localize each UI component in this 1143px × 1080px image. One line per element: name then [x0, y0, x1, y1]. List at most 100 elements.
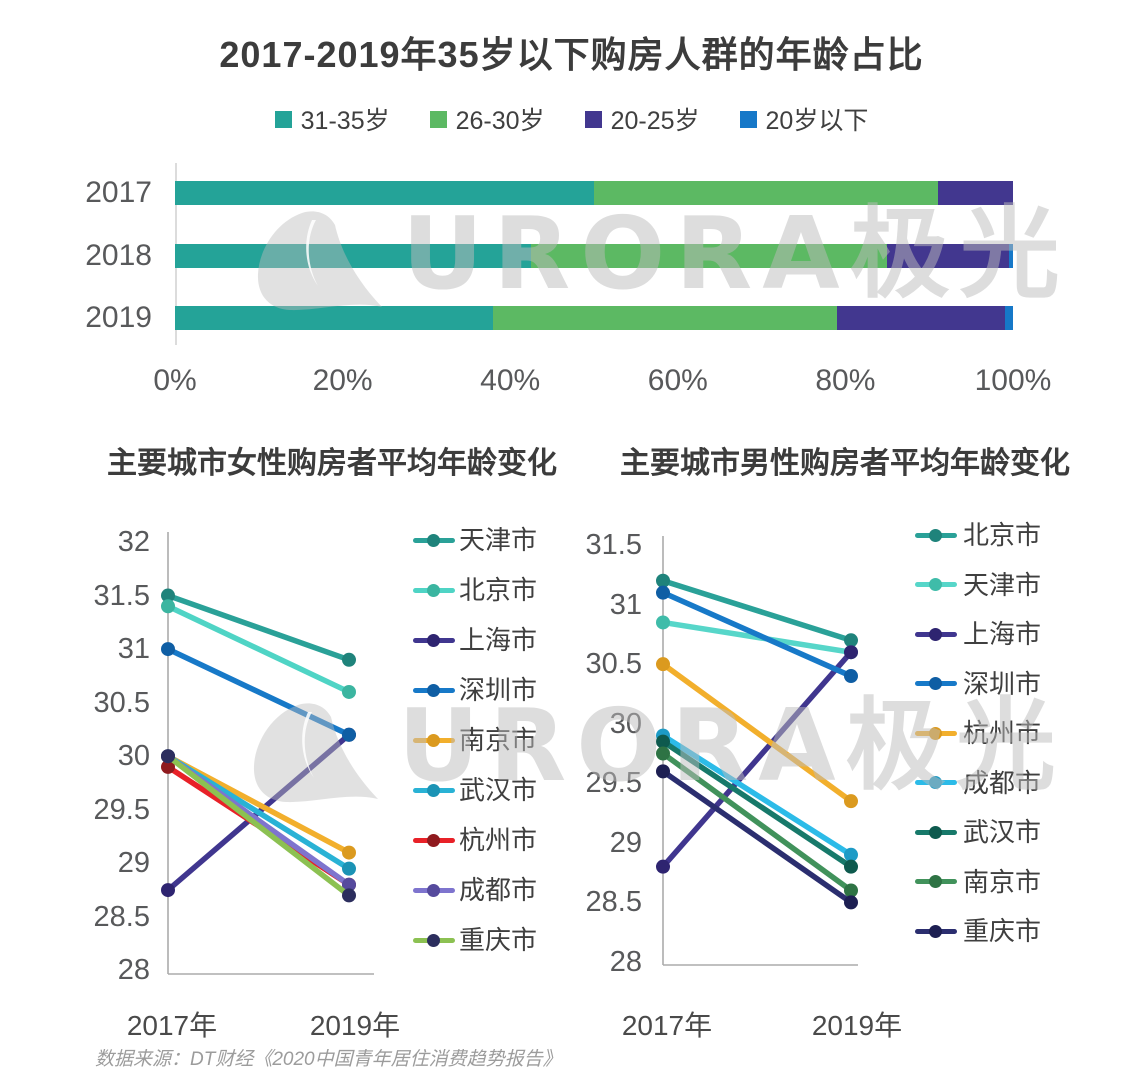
- point-成都市-2017: [161, 749, 175, 764]
- point-南京市-2017: [656, 746, 670, 761]
- y-tick-label: 28.5: [585, 886, 642, 919]
- legend-label: 26-30岁: [455, 107, 545, 135]
- bar-segment-31-35岁: [175, 244, 532, 268]
- bar-row: [175, 181, 1013, 205]
- legend-dot-icon: [929, 924, 942, 938]
- bar-x-tick: 40%: [480, 364, 541, 397]
- point-深圳市-2019: [342, 727, 356, 742]
- legend-dot-icon: [427, 783, 440, 797]
- line-武汉市: [165, 753, 352, 872]
- bar-category-label: 2018: [85, 239, 152, 272]
- point-重庆市-2017: [656, 764, 670, 779]
- point-深圳市-2017: [656, 585, 670, 600]
- legend-dot-icon: [929, 875, 942, 888]
- bar-segment-20-25岁: [837, 306, 1005, 330]
- watermark-bottom: URORA极光: [252, 696, 1056, 811]
- y-tick-label: 29.5: [93, 793, 150, 826]
- point-杭州市-2019: [342, 877, 356, 892]
- legend-label-北京市: 北京市: [459, 575, 538, 605]
- legend-label-杭州市: 杭州市: [963, 718, 1042, 748]
- point-北京市-2019: [342, 684, 356, 699]
- legend-label-重庆市: 重庆市: [963, 916, 1042, 946]
- point-上海市-2019: [342, 727, 356, 742]
- bar-segment-26-30岁: [594, 181, 938, 205]
- line-天津市: [660, 619, 854, 655]
- point-杭州市-2019: [844, 794, 858, 809]
- legend-dot-icon: [427, 533, 440, 547]
- legend-label-深圳市: 深圳市: [459, 675, 538, 705]
- bar-legend-item: 20-25岁: [584, 101, 700, 137]
- line-重庆市: [660, 768, 854, 906]
- line-深圳市: [165, 646, 352, 738]
- point-天津市-2019: [844, 645, 858, 660]
- bar-segment-20岁以下: [1008, 244, 1013, 268]
- male-chart-title: 主要城市男性购房者平均年龄变化: [620, 447, 1070, 480]
- point-南京市-2019: [844, 883, 858, 898]
- point-天津市-2017: [161, 588, 175, 603]
- x-axis-label: 2017年: [126, 1010, 218, 1041]
- point-武汉市-2017: [161, 749, 175, 764]
- y-tick-label: 29.5: [585, 767, 642, 800]
- bar-segment-31-35岁: [175, 306, 494, 330]
- legend-label: 31-35岁: [300, 107, 390, 135]
- y-tick-label: 30.5: [93, 686, 150, 719]
- legend-dot-icon: [929, 677, 942, 690]
- bar-x-tick: 60%: [647, 364, 708, 397]
- bar-chart-legend: 31-35岁 26-30岁 20-25岁 20岁以下: [0, 101, 1143, 137]
- legend-label-上海市: 上海市: [963, 619, 1042, 649]
- bar-legend-item: 20岁以下: [739, 101, 869, 137]
- y-tick-label: 31: [117, 633, 150, 666]
- female-chart-title: 主要城市女性购房者平均年龄变化: [107, 447, 557, 480]
- point-南京市-2019: [342, 845, 356, 860]
- line-南京市: [165, 753, 352, 856]
- point-成都市-2017: [656, 728, 670, 743]
- legend-swatch-icon: [274, 110, 292, 128]
- legend-label-成都市: 成都市: [459, 875, 538, 905]
- line-重庆市: [165, 753, 352, 899]
- point-杭州市-2017: [656, 657, 670, 672]
- point-重庆市-2019: [342, 888, 356, 903]
- legend-label-南京市: 南京市: [459, 725, 538, 755]
- aurora-logo-icon: [253, 703, 378, 803]
- bar-row: [175, 244, 1013, 268]
- legend-swatch-icon: [584, 110, 602, 128]
- y-tick-label: 28: [117, 954, 150, 987]
- legend-label-武汉市: 武汉市: [459, 775, 538, 805]
- bar-row: [175, 306, 1013, 330]
- legend-dot-icon: [929, 627, 942, 641]
- line-杭州市: [165, 764, 352, 888]
- point-深圳市-2017: [161, 642, 175, 657]
- x-axis-label: 2017年: [621, 1010, 713, 1041]
- y-tick-label: 30.5: [585, 648, 642, 681]
- legend-label-杭州市: 杭州市: [459, 825, 538, 855]
- point-北京市-2017: [161, 599, 175, 614]
- point-北京市-2019: [844, 633, 858, 648]
- point-武汉市-2019: [342, 861, 356, 876]
- legend-label-成都市: 成都市: [963, 767, 1042, 798]
- source-note: 数据来源：DT财经《2020中国青年居住消费趋势报告》: [95, 1049, 562, 1070]
- legend-dot-icon: [929, 776, 942, 789]
- point-北京市-2017: [656, 573, 670, 588]
- line-上海市: [165, 732, 352, 893]
- bar-x-tick: 20%: [312, 364, 373, 397]
- bar-x-tick: 0%: [153, 364, 197, 397]
- line-南京市: [660, 750, 854, 894]
- point-上海市-2017: [161, 883, 175, 898]
- point-成都市-2019: [844, 847, 858, 862]
- y-tick-label: 28: [609, 945, 642, 978]
- line-成都市: [660, 732, 854, 858]
- legend-dot-icon: [427, 883, 440, 897]
- legend-dot-icon: [427, 833, 440, 847]
- legend-label: 20-25岁: [610, 107, 700, 135]
- bar-segment-20-25岁: [937, 181, 1013, 205]
- point-上海市-2019: [844, 645, 858, 660]
- point-天津市-2019: [342, 652, 356, 667]
- legend-swatch-icon: [739, 110, 757, 128]
- line-上海市: [660, 649, 854, 870]
- y-tick-label: 31: [609, 588, 642, 621]
- bar-category-label: 2019: [85, 301, 152, 334]
- legend-label: 20岁以下: [765, 107, 869, 135]
- point-上海市-2017: [656, 859, 670, 874]
- bar-legend-item: 31-35岁: [274, 101, 390, 137]
